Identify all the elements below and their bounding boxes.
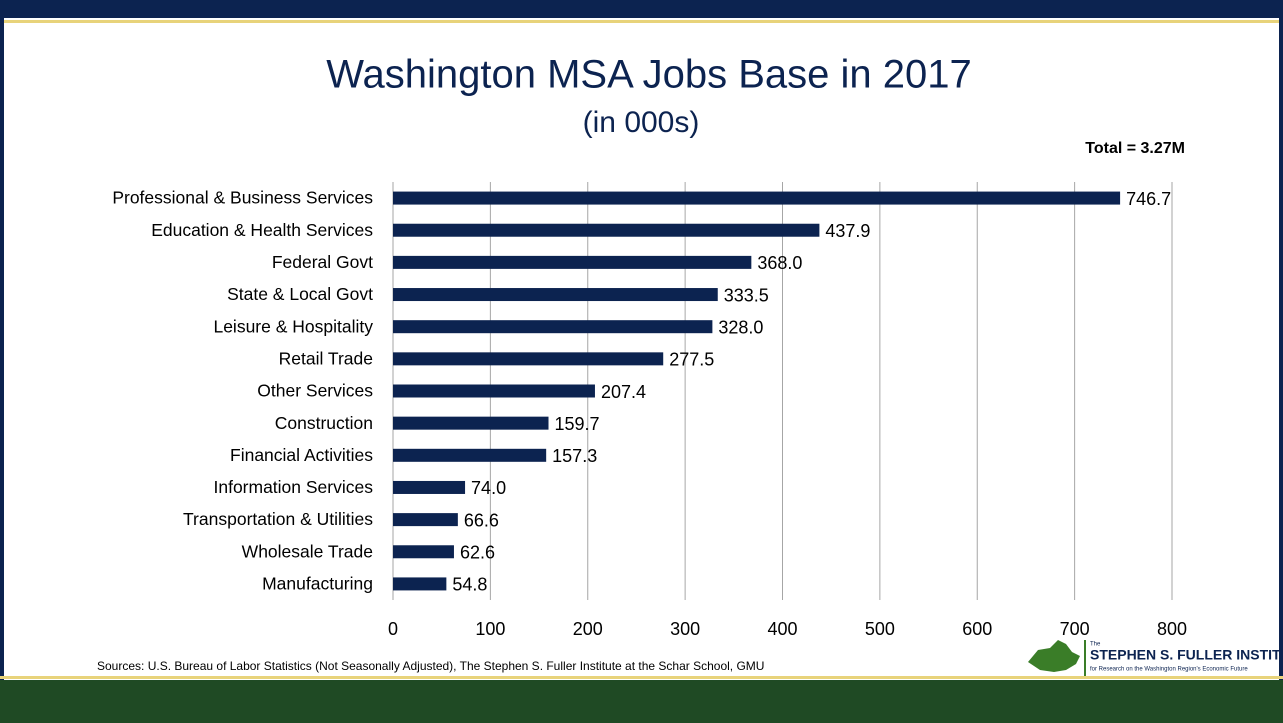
top-gold-line	[0, 20, 1283, 23]
bar	[393, 545, 454, 559]
logo: The STEPHEN S. FULLER INSTITUTE for Rese…	[1028, 640, 1283, 676]
logo-divider	[1084, 640, 1086, 676]
x-tick-label: 600	[962, 619, 992, 639]
top-band	[0, 0, 1283, 18]
value-label: 62.6	[460, 543, 495, 563]
category-label: Other Services	[257, 381, 373, 401]
bar	[393, 255, 752, 269]
bar	[393, 448, 547, 462]
value-label: 66.6	[464, 510, 499, 530]
category-label: Manufacturing	[262, 574, 373, 594]
bar	[393, 480, 466, 494]
value-label: 328.0	[718, 317, 763, 337]
category-label: Information Services	[213, 477, 373, 497]
bottom-gold-line	[0, 676, 1283, 679]
value-label: 277.5	[669, 350, 714, 370]
value-label: 333.5	[724, 285, 769, 305]
chart-title: Washington MSA Jobs Base in 2017	[326, 53, 972, 97]
source-note: Sources: U.S. Bureau of Labor Statistics…	[97, 659, 764, 673]
total-annotation: Total = 3.27M	[1085, 140, 1185, 157]
x-tick-label: 200	[573, 619, 603, 639]
right-border	[1279, 18, 1283, 680]
category-label: Leisure & Hospitality	[213, 316, 373, 336]
category-label: State & Local Govt	[227, 284, 373, 304]
category-label: Transportation & Utilities	[183, 509, 373, 529]
logo-tagline: for Research on the Washington Region's …	[1090, 667, 1248, 673]
category-label: Professional & Business Services	[112, 188, 373, 208]
chart-subtitle: (in 000s)	[583, 106, 700, 139]
value-label: 74.0	[471, 478, 506, 498]
bar	[393, 320, 713, 334]
left-border	[0, 18, 4, 680]
bar	[393, 513, 458, 527]
x-tick-label: 300	[670, 619, 700, 639]
value-label: 159.7	[555, 414, 600, 434]
category-label: Financial Activities	[230, 445, 373, 465]
value-label: 157.3	[552, 446, 597, 466]
value-label: 368.0	[757, 253, 802, 273]
x-tick-label: 400	[767, 619, 797, 639]
bottom-band	[0, 680, 1283, 723]
bar	[393, 384, 595, 398]
x-tick-label: 0	[388, 619, 398, 639]
category-label: Wholesale Trade	[242, 541, 373, 561]
category-label: Federal Govt	[272, 252, 373, 272]
logo-small: The	[1090, 642, 1101, 648]
bar	[393, 416, 549, 430]
value-label: 207.4	[601, 382, 646, 402]
value-label: 746.7	[1126, 189, 1171, 209]
bar	[393, 577, 447, 591]
value-label: 437.9	[825, 221, 870, 241]
x-tick-label: 700	[1060, 619, 1090, 639]
x-tick-label: 500	[865, 619, 895, 639]
x-tick-label: 800	[1157, 619, 1187, 639]
category-label: Education & Health Services	[151, 220, 373, 240]
value-label: 54.8	[452, 575, 487, 595]
bar	[393, 288, 718, 302]
category-label: Construction	[275, 413, 373, 433]
logo-name: STEPHEN S. FULLER INSTITUTE	[1090, 647, 1283, 663]
bar	[393, 352, 664, 366]
category-label: Retail Trade	[279, 348, 373, 368]
bar	[393, 223, 820, 237]
bar	[393, 191, 1121, 205]
x-tick-label: 100	[475, 619, 505, 639]
logo-map	[1028, 640, 1080, 672]
